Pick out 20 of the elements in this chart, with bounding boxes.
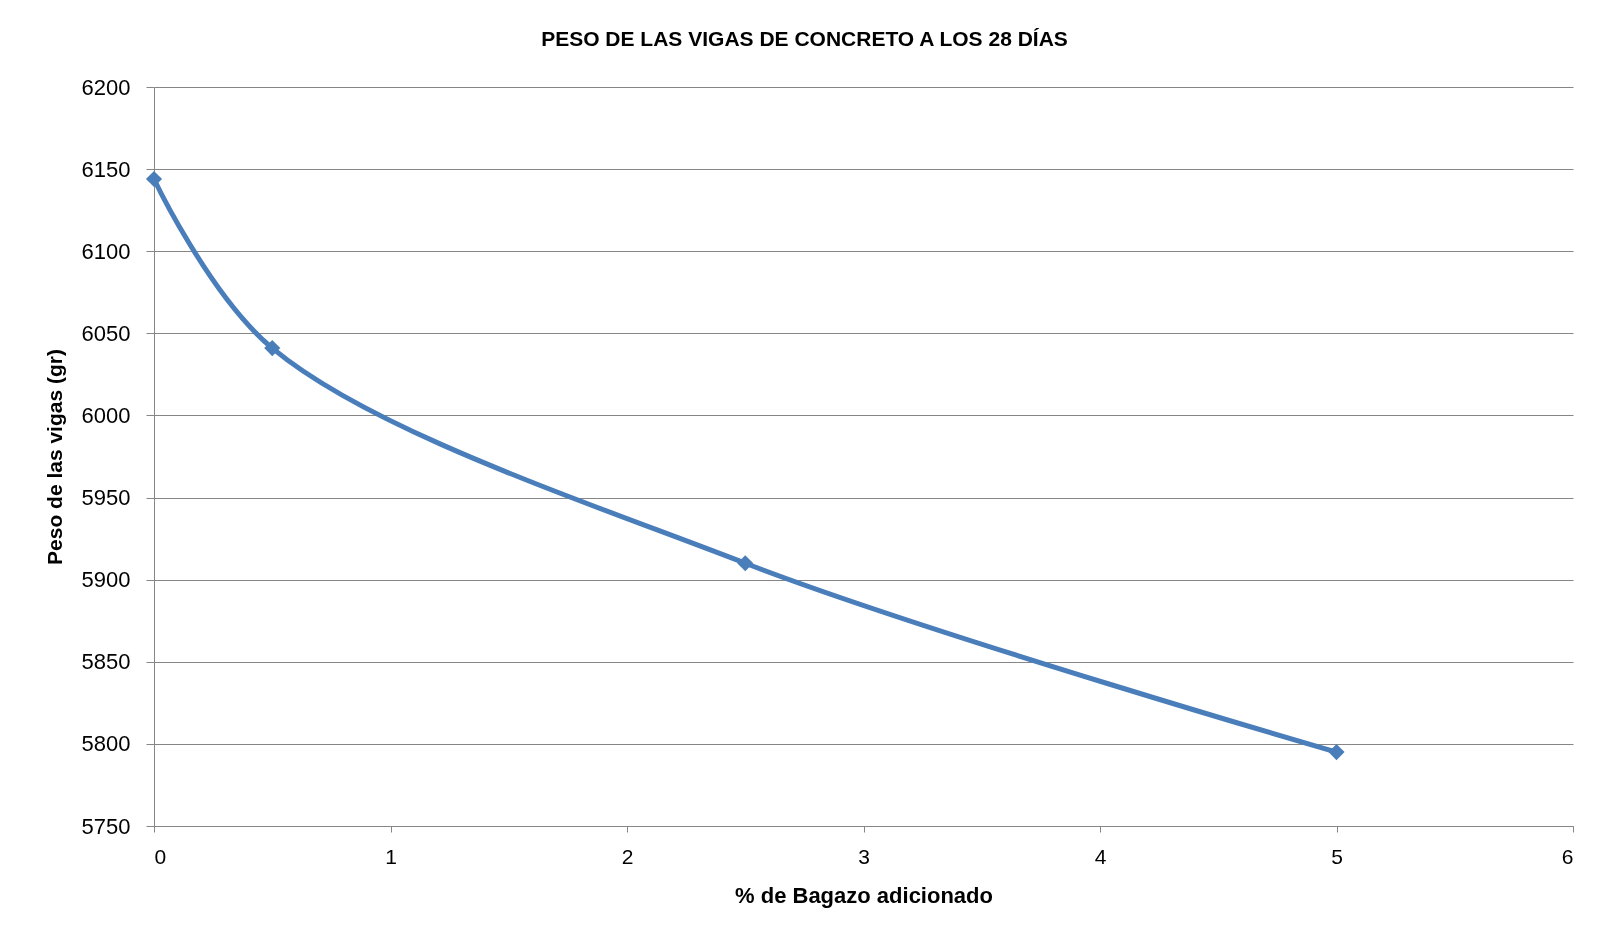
y-tick-label: 6000 bbox=[81, 402, 131, 428]
y-tick-label: 5900 bbox=[81, 567, 131, 593]
chart-title: PESO DE LAS VIGAS DE CONCRETO A LOS 28 DÍAS bbox=[541, 27, 1068, 50]
y-tick-label: 6100 bbox=[81, 238, 131, 264]
y-tick-label: 5800 bbox=[81, 731, 131, 757]
x-tick-label: 5 bbox=[1331, 844, 1343, 868]
y-axis-title: Peso de las vigas (gr) bbox=[42, 349, 66, 565]
y-tick-label: 5850 bbox=[81, 649, 131, 675]
x-tick-label: 1 bbox=[385, 844, 397, 868]
y-tick-label: 6050 bbox=[81, 320, 131, 346]
x-tick-label: 0 bbox=[154, 844, 167, 868]
x-tick-label: 2 bbox=[621, 844, 634, 868]
y-tick-label: 5750 bbox=[81, 813, 131, 839]
y-tick-label: 6150 bbox=[81, 156, 131, 182]
x-tick-label: 4 bbox=[1094, 844, 1107, 868]
x-axis-title: % de Bagazo adicionado bbox=[735, 882, 993, 908]
x-tick-label: 3 bbox=[858, 844, 870, 868]
y-tick-label: 6200 bbox=[81, 74, 131, 100]
x-tick-label: 6 bbox=[1561, 844, 1574, 868]
y-tick-label: 5950 bbox=[81, 485, 131, 511]
